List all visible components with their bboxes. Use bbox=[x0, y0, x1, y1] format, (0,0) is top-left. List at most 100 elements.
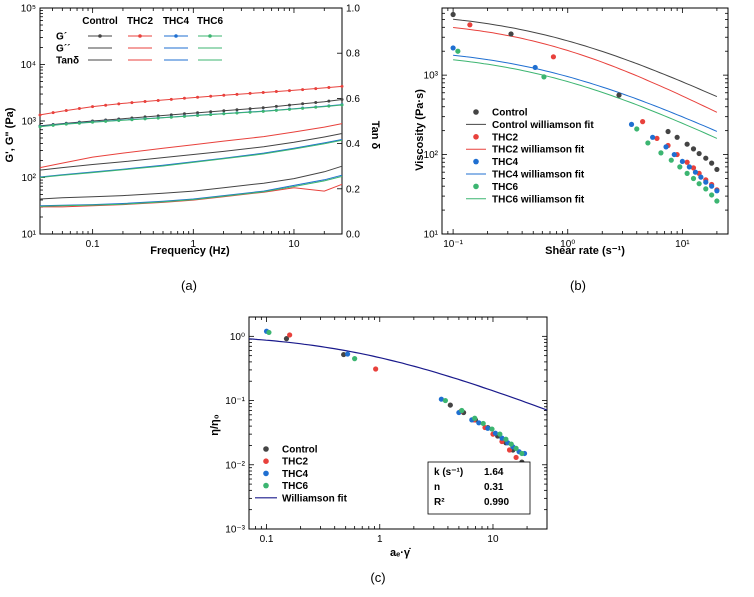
panel-b-point-thc6 bbox=[714, 198, 720, 204]
panel-a-point-control bbox=[248, 107, 252, 111]
panel-c-legend-label: THC6 bbox=[282, 481, 309, 492]
panel-a-point-thc6 bbox=[301, 106, 305, 110]
panel-c-point-control bbox=[447, 402, 453, 408]
panel-b-point-thc4 bbox=[628, 121, 635, 127]
panel-a-point-thc6 bbox=[248, 110, 252, 114]
panel-a-series-control-G1 bbox=[39, 99, 343, 127]
panel-a-point-thc6 bbox=[143, 117, 147, 121]
panel-b-fit-thc6 bbox=[453, 59, 718, 139]
panel-a-point-thc2 bbox=[340, 84, 344, 88]
panel-b-point-control bbox=[690, 146, 697, 152]
panel-a-ytick-label: 10² bbox=[22, 173, 37, 184]
panel-b-point-thc4 bbox=[671, 151, 677, 158]
panel-a-ytick-label: 10⁴ bbox=[21, 60, 36, 71]
panel-c-point-thc6 bbox=[442, 397, 449, 404]
panel-c-ylabel: η/η₀ bbox=[209, 414, 221, 435]
panel-c-xlabel: aₑ·γ̇ bbox=[390, 547, 411, 559]
panel-c-param-value: 0.31 bbox=[484, 482, 504, 493]
panel-a-point-thc2 bbox=[301, 88, 305, 92]
panel-c-xtick-label: 0.1 bbox=[260, 534, 274, 545]
panel-c-param-label: k (s⁻¹) bbox=[434, 467, 463, 478]
panel-a-point-control bbox=[196, 111, 200, 115]
panel-c-ytick-label: 10⁻³ bbox=[225, 525, 245, 536]
panel-a-point-thc6 bbox=[327, 104, 331, 108]
panel-c-params-box bbox=[427, 461, 531, 515]
panel-c-point-control bbox=[283, 336, 290, 342]
panel-a-y2tick-label: 0.6 bbox=[346, 94, 360, 105]
panel-a-xtick-label: 0.1 bbox=[86, 239, 100, 250]
panel-b-xtick-label: 10⁰ bbox=[560, 239, 575, 250]
panel-c-point-control bbox=[341, 351, 347, 358]
panel-b-point-thc4 bbox=[714, 188, 720, 194]
panel-b-point-thc2 bbox=[467, 22, 473, 28]
panel-a-point-control bbox=[235, 108, 239, 112]
panel-b-point-thc4 bbox=[532, 64, 538, 71]
panel-b-legend-label: THC4 williamson fit bbox=[492, 170, 585, 181]
panel-a-point-thc6 bbox=[261, 109, 265, 113]
panel-a-point-thc6 bbox=[209, 113, 213, 117]
panel-c-point-thc4 bbox=[476, 420, 482, 426]
panel-a-point-thc2 bbox=[235, 92, 239, 96]
panel-a-series-thc4-T bbox=[39, 174, 343, 207]
panel-a-point-thc2 bbox=[156, 98, 160, 102]
panel-b-point-thc4 bbox=[679, 158, 685, 165]
panel-a-y2tick-label: 0.4 bbox=[346, 139, 360, 150]
panel-c-param-label: n bbox=[434, 482, 440, 493]
panel-b-point-thc6 bbox=[645, 140, 651, 146]
panel-a-point-thc2 bbox=[248, 91, 252, 95]
panel-c-point-thc6 bbox=[472, 415, 478, 421]
panel-b-point-thc6 bbox=[684, 170, 690, 176]
panel-a-point-thc2 bbox=[104, 103, 108, 107]
panel-b-caption: (b) bbox=[570, 278, 586, 293]
panel-b-point-thc4 bbox=[692, 169, 699, 175]
panel-a-point-thc6 bbox=[104, 119, 108, 123]
panel-a-point-control bbox=[314, 100, 318, 104]
panel-a-point-control bbox=[169, 113, 173, 117]
panel-c-point-thc6 bbox=[513, 445, 519, 451]
panel-a-point-thc6 bbox=[274, 108, 278, 112]
panel-b-ylabel: Viscosity (Pa·s) bbox=[414, 89, 426, 171]
panel-b-plot-frame bbox=[441, 7, 729, 235]
panel-a-point-thc2 bbox=[196, 95, 200, 99]
panel-a-chart: 0.1 1 10 10¹ 10² 10³ 10⁴ 10⁵ 0.0 0.2 0.4 0.6 0.8 1.0 C… bbox=[21, 4, 361, 251]
panel-a-legend-row-label: G´ bbox=[56, 32, 67, 43]
panel-b-point-thc4 bbox=[698, 174, 704, 180]
panel-b-point-thc4 bbox=[650, 134, 656, 140]
panel-a-legend-row-label: G´´ bbox=[56, 44, 70, 55]
panel-a-point-thc6 bbox=[222, 112, 226, 116]
panel-c-param-label: R² bbox=[434, 497, 445, 508]
panel-a-point-thc2 bbox=[143, 100, 147, 104]
panel-c-ytick-label: 10⁰ bbox=[230, 332, 245, 343]
panel-a-point-thc6 bbox=[182, 114, 186, 118]
panel-a-y2tick-label: 1.0 bbox=[346, 4, 360, 15]
panel-b-point-thc6 bbox=[709, 192, 715, 198]
panel-a-point-thc6 bbox=[196, 113, 200, 117]
panel-a-series-control-T bbox=[39, 165, 343, 200]
panel-b-point-control bbox=[616, 92, 622, 98]
panel-b-point-thc6 bbox=[668, 157, 674, 163]
panel-a-series-thc6-G2 bbox=[39, 139, 343, 178]
panel-b-point-control bbox=[709, 160, 715, 166]
panel-a-ylabel: G', G" (Pa) bbox=[4, 107, 16, 162]
panel-b-point-thc6 bbox=[690, 175, 697, 182]
panel-a-legend-row-label: Tanδ bbox=[56, 56, 79, 67]
panel-c-point-thc6 bbox=[519, 450, 525, 457]
panel-c-point-thc6 bbox=[480, 420, 486, 427]
panel-a-point-control bbox=[340, 98, 344, 102]
panel-c-point-thc2 bbox=[287, 332, 293, 338]
panel-a-point-control bbox=[287, 103, 291, 107]
panel-a-legend-col-label: Control bbox=[82, 16, 118, 27]
panel-a-point-control bbox=[182, 112, 186, 116]
panel-a-xlabel: Frequency (Hz) bbox=[150, 245, 230, 257]
panel-b-point-thc2 bbox=[654, 135, 660, 141]
panel-a-xtick-label: 10 bbox=[288, 239, 300, 250]
panel-c-legend-marker-thc6 bbox=[263, 482, 269, 489]
panel-b-point-thc4 bbox=[686, 164, 692, 170]
panel-b-xlabel: Shear rate (s⁻¹) bbox=[545, 245, 625, 257]
panel-a-legend-col-label: THC2 bbox=[127, 16, 154, 27]
panel-a-point-control bbox=[301, 102, 305, 106]
panel-a-point-thc2 bbox=[169, 97, 173, 101]
panel-b-xtick-label: 10⁻¹ bbox=[443, 239, 463, 250]
panel-a-point-thc2 bbox=[327, 86, 331, 90]
panel-a-point-thc2 bbox=[209, 94, 213, 98]
